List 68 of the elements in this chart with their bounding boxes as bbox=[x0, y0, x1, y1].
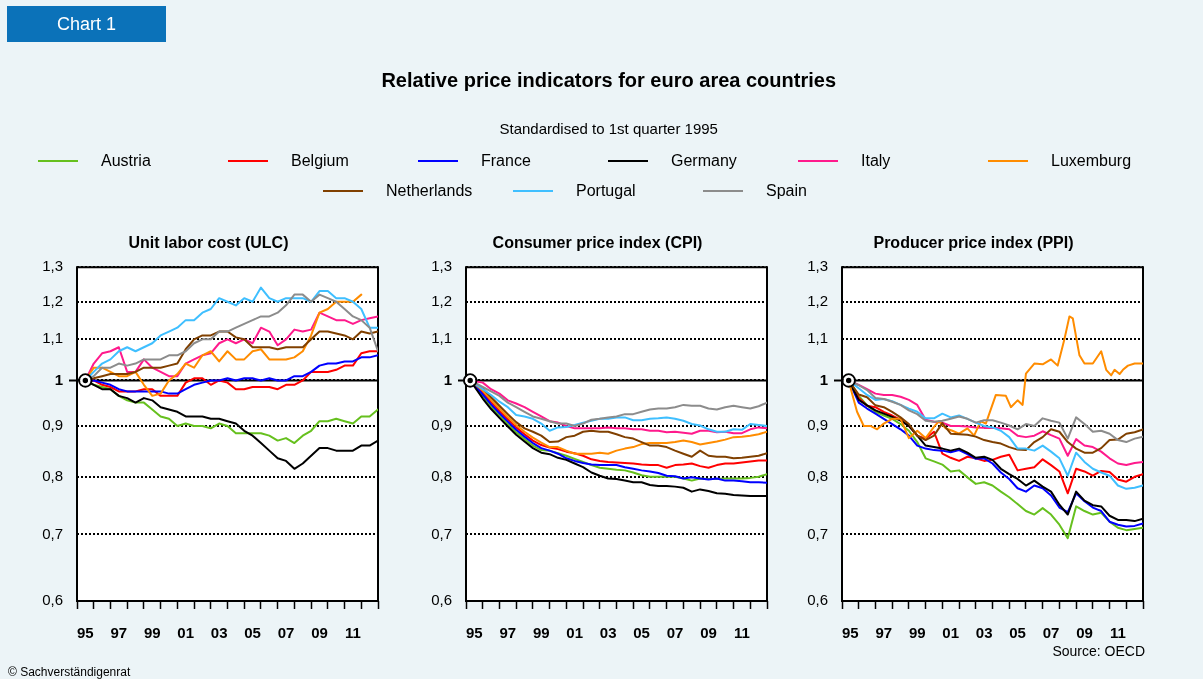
y-tick-label: 1,2 bbox=[807, 291, 828, 309]
y-tick-label: 1 bbox=[54, 370, 63, 388]
legend-label: Luxemburg bbox=[1051, 152, 1132, 170]
x-tick-label: 03 bbox=[599, 624, 617, 642]
y-tick-label: 1 bbox=[819, 370, 828, 388]
legend-label: Portugal bbox=[576, 182, 636, 200]
x-tick-label: 09 bbox=[1076, 624, 1093, 642]
legend-label: Netherlands bbox=[386, 182, 473, 200]
x-tick-label: 09 bbox=[311, 624, 328, 642]
text: Standardised to 1st quarter 1995 bbox=[499, 120, 718, 137]
x-tick-label: 09 bbox=[700, 624, 717, 642]
y-tick-label: 1,1 bbox=[42, 329, 63, 347]
y-tick-label: 0,8 bbox=[807, 466, 828, 484]
x-tick-label: 07 bbox=[277, 624, 295, 642]
x-tick-label: 97 bbox=[499, 624, 517, 642]
x-tick-label: 95 bbox=[842, 624, 859, 642]
x-tick-label: 03 bbox=[975, 624, 993, 642]
x-tick-label: 01 bbox=[177, 624, 195, 642]
chart-title: Unit labor cost (ULC) bbox=[128, 234, 289, 252]
y-tick-label: 0,8 bbox=[42, 466, 63, 484]
y-tick-label: 0,9 bbox=[42, 416, 63, 434]
y-tick-label: 0,6 bbox=[431, 591, 452, 609]
legend-label: Austria bbox=[101, 152, 151, 170]
y-tick-label: 1,3 bbox=[42, 257, 63, 275]
source-note: Source: OECD bbox=[1052, 643, 1145, 659]
x-tick-label: 99 bbox=[908, 624, 926, 642]
y-tick-label: 1,2 bbox=[431, 291, 452, 309]
x-tick-label: 99 bbox=[532, 624, 550, 642]
y-tick-label: 1,3 bbox=[807, 257, 828, 275]
x-tick-label: 05 bbox=[633, 624, 650, 642]
y-tick-label: 1 bbox=[443, 370, 452, 388]
y-tick-label: 0,9 bbox=[431, 416, 452, 434]
x-tick-label: 11 bbox=[733, 624, 750, 642]
x-tick-label: 07 bbox=[1042, 624, 1060, 642]
x-tick-label: 01 bbox=[942, 624, 960, 642]
y-tick-label: 0,8 bbox=[431, 466, 452, 484]
text: Relative price indicators for euro area countries bbox=[381, 69, 837, 92]
y-tick-label: 0,6 bbox=[807, 591, 828, 609]
text: © Sachverständigenrat bbox=[8, 665, 131, 679]
legend-label: Italy bbox=[861, 152, 891, 170]
chart-title: Consumer price index (CPI) bbox=[492, 234, 703, 252]
y-tick-label: 1,1 bbox=[807, 329, 828, 347]
y-tick-label: 0,7 bbox=[42, 524, 63, 542]
legend-label: Spain bbox=[766, 182, 807, 200]
x-tick-label: 99 bbox=[143, 624, 161, 642]
x-tick-label: 01 bbox=[566, 624, 584, 642]
x-tick-label: 05 bbox=[1009, 624, 1026, 642]
x-tick-label: 11 bbox=[344, 624, 361, 642]
x-tick-label: 11 bbox=[1109, 624, 1126, 642]
y-tick-label: 0,6 bbox=[42, 591, 63, 609]
x-tick-label: 95 bbox=[466, 624, 483, 642]
x-tick-label: 95 bbox=[77, 624, 94, 642]
legend-label: France bbox=[481, 152, 531, 170]
legend-label: Belgium bbox=[291, 152, 349, 170]
caption: Chart 1 bbox=[56, 13, 117, 35]
y-tick-label: 0,7 bbox=[807, 524, 828, 542]
x-tick-label: 97 bbox=[875, 624, 893, 642]
y-tick-label: 0,9 bbox=[807, 416, 828, 434]
y-tick-label: 1,3 bbox=[431, 257, 452, 275]
x-tick-label: 03 bbox=[210, 624, 228, 642]
x-tick-label: 07 bbox=[666, 624, 684, 642]
y-tick-label: 1,2 bbox=[42, 291, 63, 309]
chart-title: Producer price index (PPI) bbox=[873, 234, 1074, 252]
x-tick-label: 05 bbox=[244, 624, 261, 642]
y-tick-label: 0,7 bbox=[431, 524, 452, 542]
x-tick-label: 97 bbox=[110, 624, 128, 642]
legend-label: Germany bbox=[671, 152, 737, 170]
y-tick-label: 1,1 bbox=[431, 329, 452, 347]
